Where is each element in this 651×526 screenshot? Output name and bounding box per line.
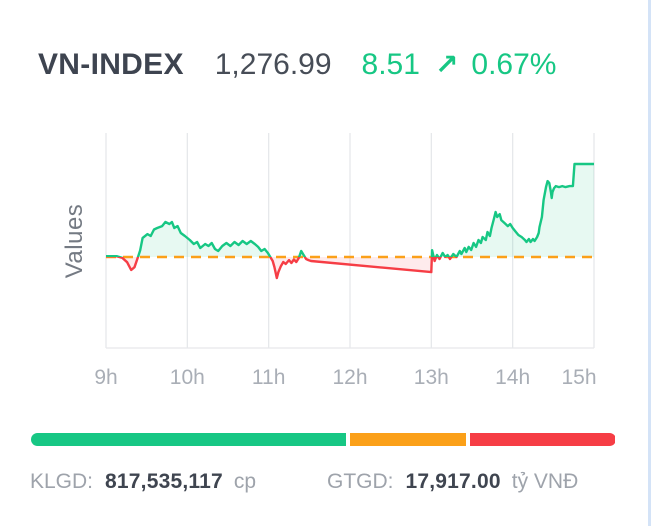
gtgd-unit: tỷ VNĐ	[511, 470, 579, 493]
index-name: VN-INDEX	[38, 48, 184, 81]
gtgd-label: GTGD:	[327, 470, 394, 493]
klgd-label: KLGD:	[30, 470, 94, 493]
right-edge-divider	[648, 0, 651, 526]
x-axis-tick-label: 13h	[413, 366, 449, 389]
x-axis-tick-label: 15h	[561, 366, 597, 389]
volume-stat: KLGD: 817,535,117 cp	[30, 470, 256, 494]
klgd-value: 817,535,117	[105, 470, 223, 493]
x-axis-tick-label: 10h	[169, 366, 205, 389]
x-axis-tick-label: 12h	[332, 366, 368, 389]
y-axis-label: Values	[61, 203, 88, 279]
up-arrow-icon: ↗	[434, 49, 459, 80]
index-value: 1,276.99	[214, 48, 332, 81]
index-header: VN-INDEX 1,276.99 8.51 ↗ 0.67%	[38, 48, 556, 82]
klgd-unit: cp	[233, 470, 257, 493]
x-axis-tick-label: 11h	[251, 366, 286, 389]
breadth-segment-unchanged	[349, 433, 467, 446]
breadth-bar	[31, 433, 616, 446]
gtgd-value: 17,917.00	[405, 470, 501, 493]
x-axis-tick-label: 14h	[495, 366, 531, 389]
breadth-segment-advancers	[31, 433, 346, 446]
x-axis-tick-label: 9h	[94, 366, 118, 389]
index-change: 8.51	[361, 48, 420, 81]
breadth-segment-decliners	[470, 433, 616, 446]
value-stat: GTGD: 17,917.00 tỷ VNĐ	[327, 470, 578, 494]
index-change-percent: 0.67%	[471, 48, 557, 81]
